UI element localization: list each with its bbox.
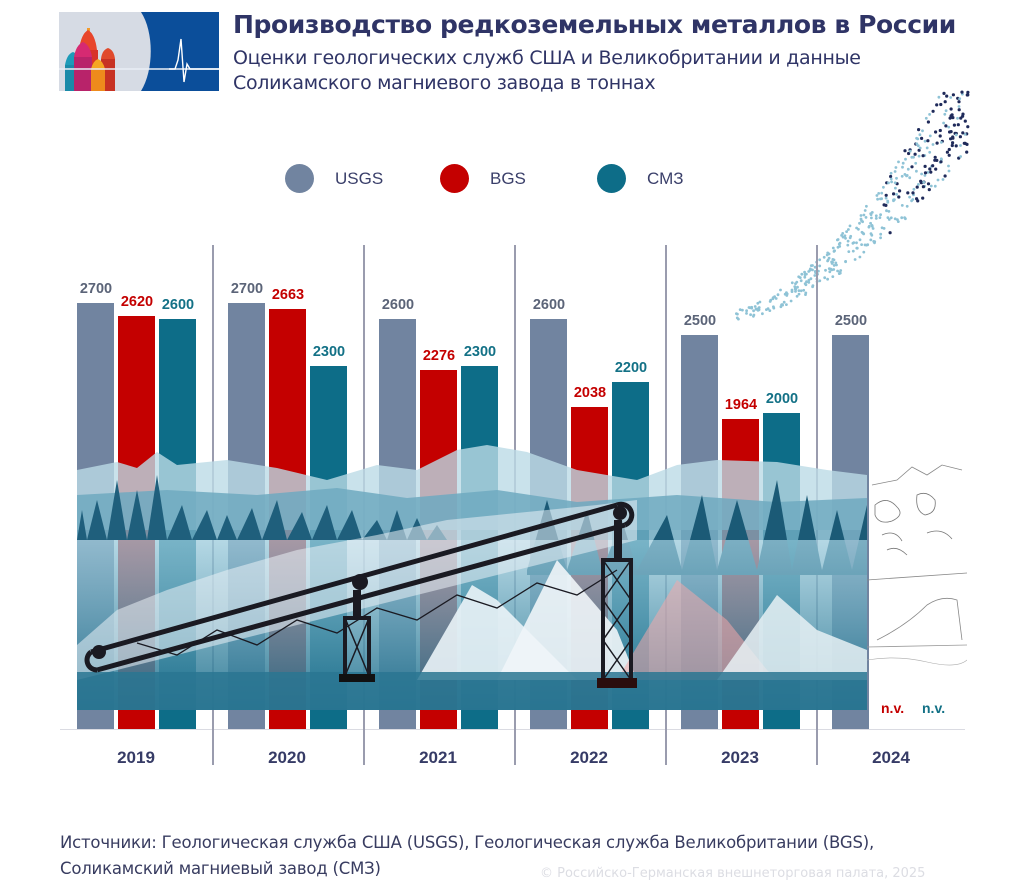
bar-value-label: 2300 xyxy=(312,344,346,360)
bar-value-label: 2200 xyxy=(614,360,648,376)
bar-value-label: 2276 xyxy=(422,348,456,364)
year-label-2020: 2020 xyxy=(268,748,306,767)
bar-value-label: 2700 xyxy=(230,281,264,297)
year-divider xyxy=(514,245,516,765)
legend-label: BGS xyxy=(490,168,526,188)
sources-note: Источники: Геологическая служба США (USG… xyxy=(60,833,875,878)
year-divider xyxy=(363,245,365,765)
bar-usgs-2024 xyxy=(832,335,869,729)
kremlin-heartbeat-logo-icon xyxy=(59,12,219,91)
year-label-2024: 2024 xyxy=(872,748,910,767)
legend-label: СМЗ xyxy=(647,168,684,188)
bar-smz-2020 xyxy=(310,366,347,729)
bar-usgs-2021 xyxy=(379,319,416,729)
bar-bgs-2022 xyxy=(571,407,608,729)
bar-bgs-2019 xyxy=(118,316,155,729)
bar-smz-2023 xyxy=(763,413,800,729)
bar-value-label: 2500 xyxy=(683,313,717,329)
bar-value-label: 1964 xyxy=(724,397,758,413)
year-label-2019: 2019 xyxy=(117,748,155,767)
year-label-2023: 2023 xyxy=(721,748,759,767)
bar-value-label: 2600 xyxy=(161,297,195,313)
bar-usgs-2023 xyxy=(681,335,718,729)
year-label-2022: 2022 xyxy=(570,748,608,767)
bar-usgs-2019 xyxy=(77,303,114,729)
bar-value-label: 2663 xyxy=(271,287,305,303)
legend-item-bgs: BGS xyxy=(440,164,597,193)
bar-usgs-2022 xyxy=(530,319,567,729)
bar-bgs-2021 xyxy=(420,370,457,729)
chart-subtitle: Оценки геологических служб США и Великоб… xyxy=(233,47,861,94)
bar-smz-2022 xyxy=(612,382,649,729)
missing-value-label: n.v. xyxy=(881,700,905,716)
bar-usgs-2020 xyxy=(228,303,265,729)
chart-title: Производство редкоземельных металлов в Р… xyxy=(233,10,956,39)
legend: USGS BGS СМЗ xyxy=(285,164,684,193)
bar-smz-2019 xyxy=(159,319,196,729)
chamber-logo xyxy=(59,12,219,91)
year-divider xyxy=(212,245,214,765)
bar-value-label: 2600 xyxy=(381,297,415,313)
missing-value-label: n.v. xyxy=(922,700,946,716)
year-label-2021: 2021 xyxy=(419,748,457,767)
bar-value-label: 2620 xyxy=(120,294,154,310)
bar-value-label: 2038 xyxy=(573,385,607,401)
bar-value-label: 2700 xyxy=(79,281,113,297)
year-divider xyxy=(665,245,667,765)
bar-bgs-2023 xyxy=(722,419,759,729)
bar-value-label: 2500 xyxy=(834,313,868,329)
copyright-note: © Российско-Германская внешнеторговая па… xyxy=(540,866,926,881)
smz-swatch-icon xyxy=(597,164,626,193)
year-divider xyxy=(816,245,818,765)
bar-value-label: 2600 xyxy=(532,297,566,313)
bar-value-label: 2300 xyxy=(463,344,497,360)
usgs-swatch-icon xyxy=(285,164,314,193)
bar-bgs-2020 xyxy=(269,309,306,729)
legend-item-smz: СМЗ xyxy=(597,164,684,193)
bgs-swatch-icon xyxy=(440,164,469,193)
legend-label: USGS xyxy=(335,168,384,188)
x-axis-baseline xyxy=(60,729,965,730)
bar-smz-2021 xyxy=(461,366,498,729)
legend-item-usgs: USGS xyxy=(285,164,440,193)
bar-value-label: 2000 xyxy=(765,391,799,407)
